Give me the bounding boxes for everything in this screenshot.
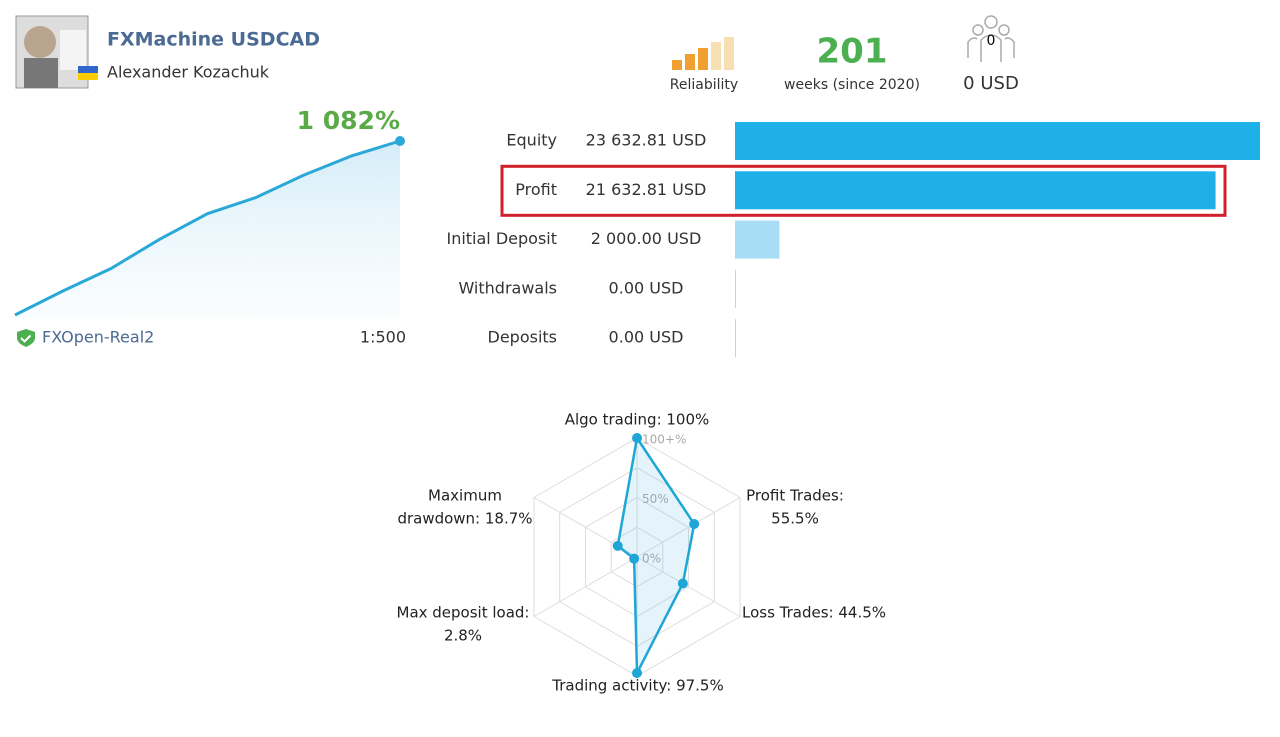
radar-axis-label: Profit Trades: [746, 487, 844, 505]
radar-spoke [636, 556, 741, 617]
radar-point [632, 433, 642, 443]
broker-name[interactable]: FXOpen-Real2 [42, 328, 154, 347]
radar-axis-label: Trading activity: 97.5% [551, 677, 723, 695]
author-name[interactable]: Alexander Kozachuk [107, 63, 270, 82]
reliability-icon [672, 37, 734, 70]
balance-value: 21 632.81 USD [586, 180, 707, 199]
radar-spoke [636, 497, 741, 558]
radar-point [629, 553, 640, 564]
radar-axis-label: Loss Trades: 44.5% [742, 604, 886, 622]
radar-point [677, 578, 688, 589]
radar-tick-label: 50% [642, 492, 669, 506]
balance-value: 2 000.00 USD [591, 229, 702, 248]
growth-value: 1 082% [297, 106, 400, 135]
growth-area [15, 141, 400, 318]
avatar[interactable] [15, 15, 98, 89]
balance-value: 0.00 USD [609, 278, 684, 297]
radar-spoke [533, 556, 638, 617]
radar-axis-label: Max deposit load: [397, 604, 530, 622]
radar-area [616, 434, 696, 674]
radar-axis-label: Maximum [428, 487, 502, 505]
balance-label: Equity [506, 131, 557, 150]
balance-bar [735, 171, 1216, 210]
balance-bar [735, 220, 780, 259]
growth-end-point [395, 136, 405, 146]
signal-title[interactable]: FXMachine USDCAD [107, 29, 320, 51]
radar-axis-label: 2.8% [444, 627, 482, 645]
balance-bar [735, 122, 1260, 160]
balance-label: Initial Deposit [446, 229, 557, 248]
highlight-box [500, 164, 1227, 217]
weeks-count: 201 [817, 32, 888, 72]
radar-axis-label: 55.5% [771, 510, 819, 528]
leverage: 1:500 [360, 328, 406, 347]
balance-label: Profit [515, 180, 557, 199]
radar-axis-label: Algo trading: 100% [565, 411, 710, 429]
growth-line [14, 139, 401, 317]
weeks-label: weeks (since 2020) [784, 77, 920, 93]
balance-value: 23 632.81 USD [586, 131, 707, 150]
balance-value: 0.00 USD [609, 328, 684, 347]
balance-label: Withdrawals [458, 278, 557, 297]
radar-tick-label: 0% [642, 552, 661, 566]
radar-tick-label: 100+% [642, 433, 686, 447]
radar-point [632, 668, 642, 679]
radar-point [612, 540, 623, 551]
subscription-price: 0 USD [963, 73, 1019, 94]
subscribers-icon [967, 15, 1015, 62]
reliability-label: Reliability [670, 77, 738, 93]
radar-point [689, 518, 700, 529]
verified-icon [17, 329, 35, 347]
radar-axis-label: drawdown: 18.7% [397, 510, 532, 528]
balance-label: Deposits [488, 328, 558, 347]
subscribers-count: 0 [987, 33, 996, 49]
